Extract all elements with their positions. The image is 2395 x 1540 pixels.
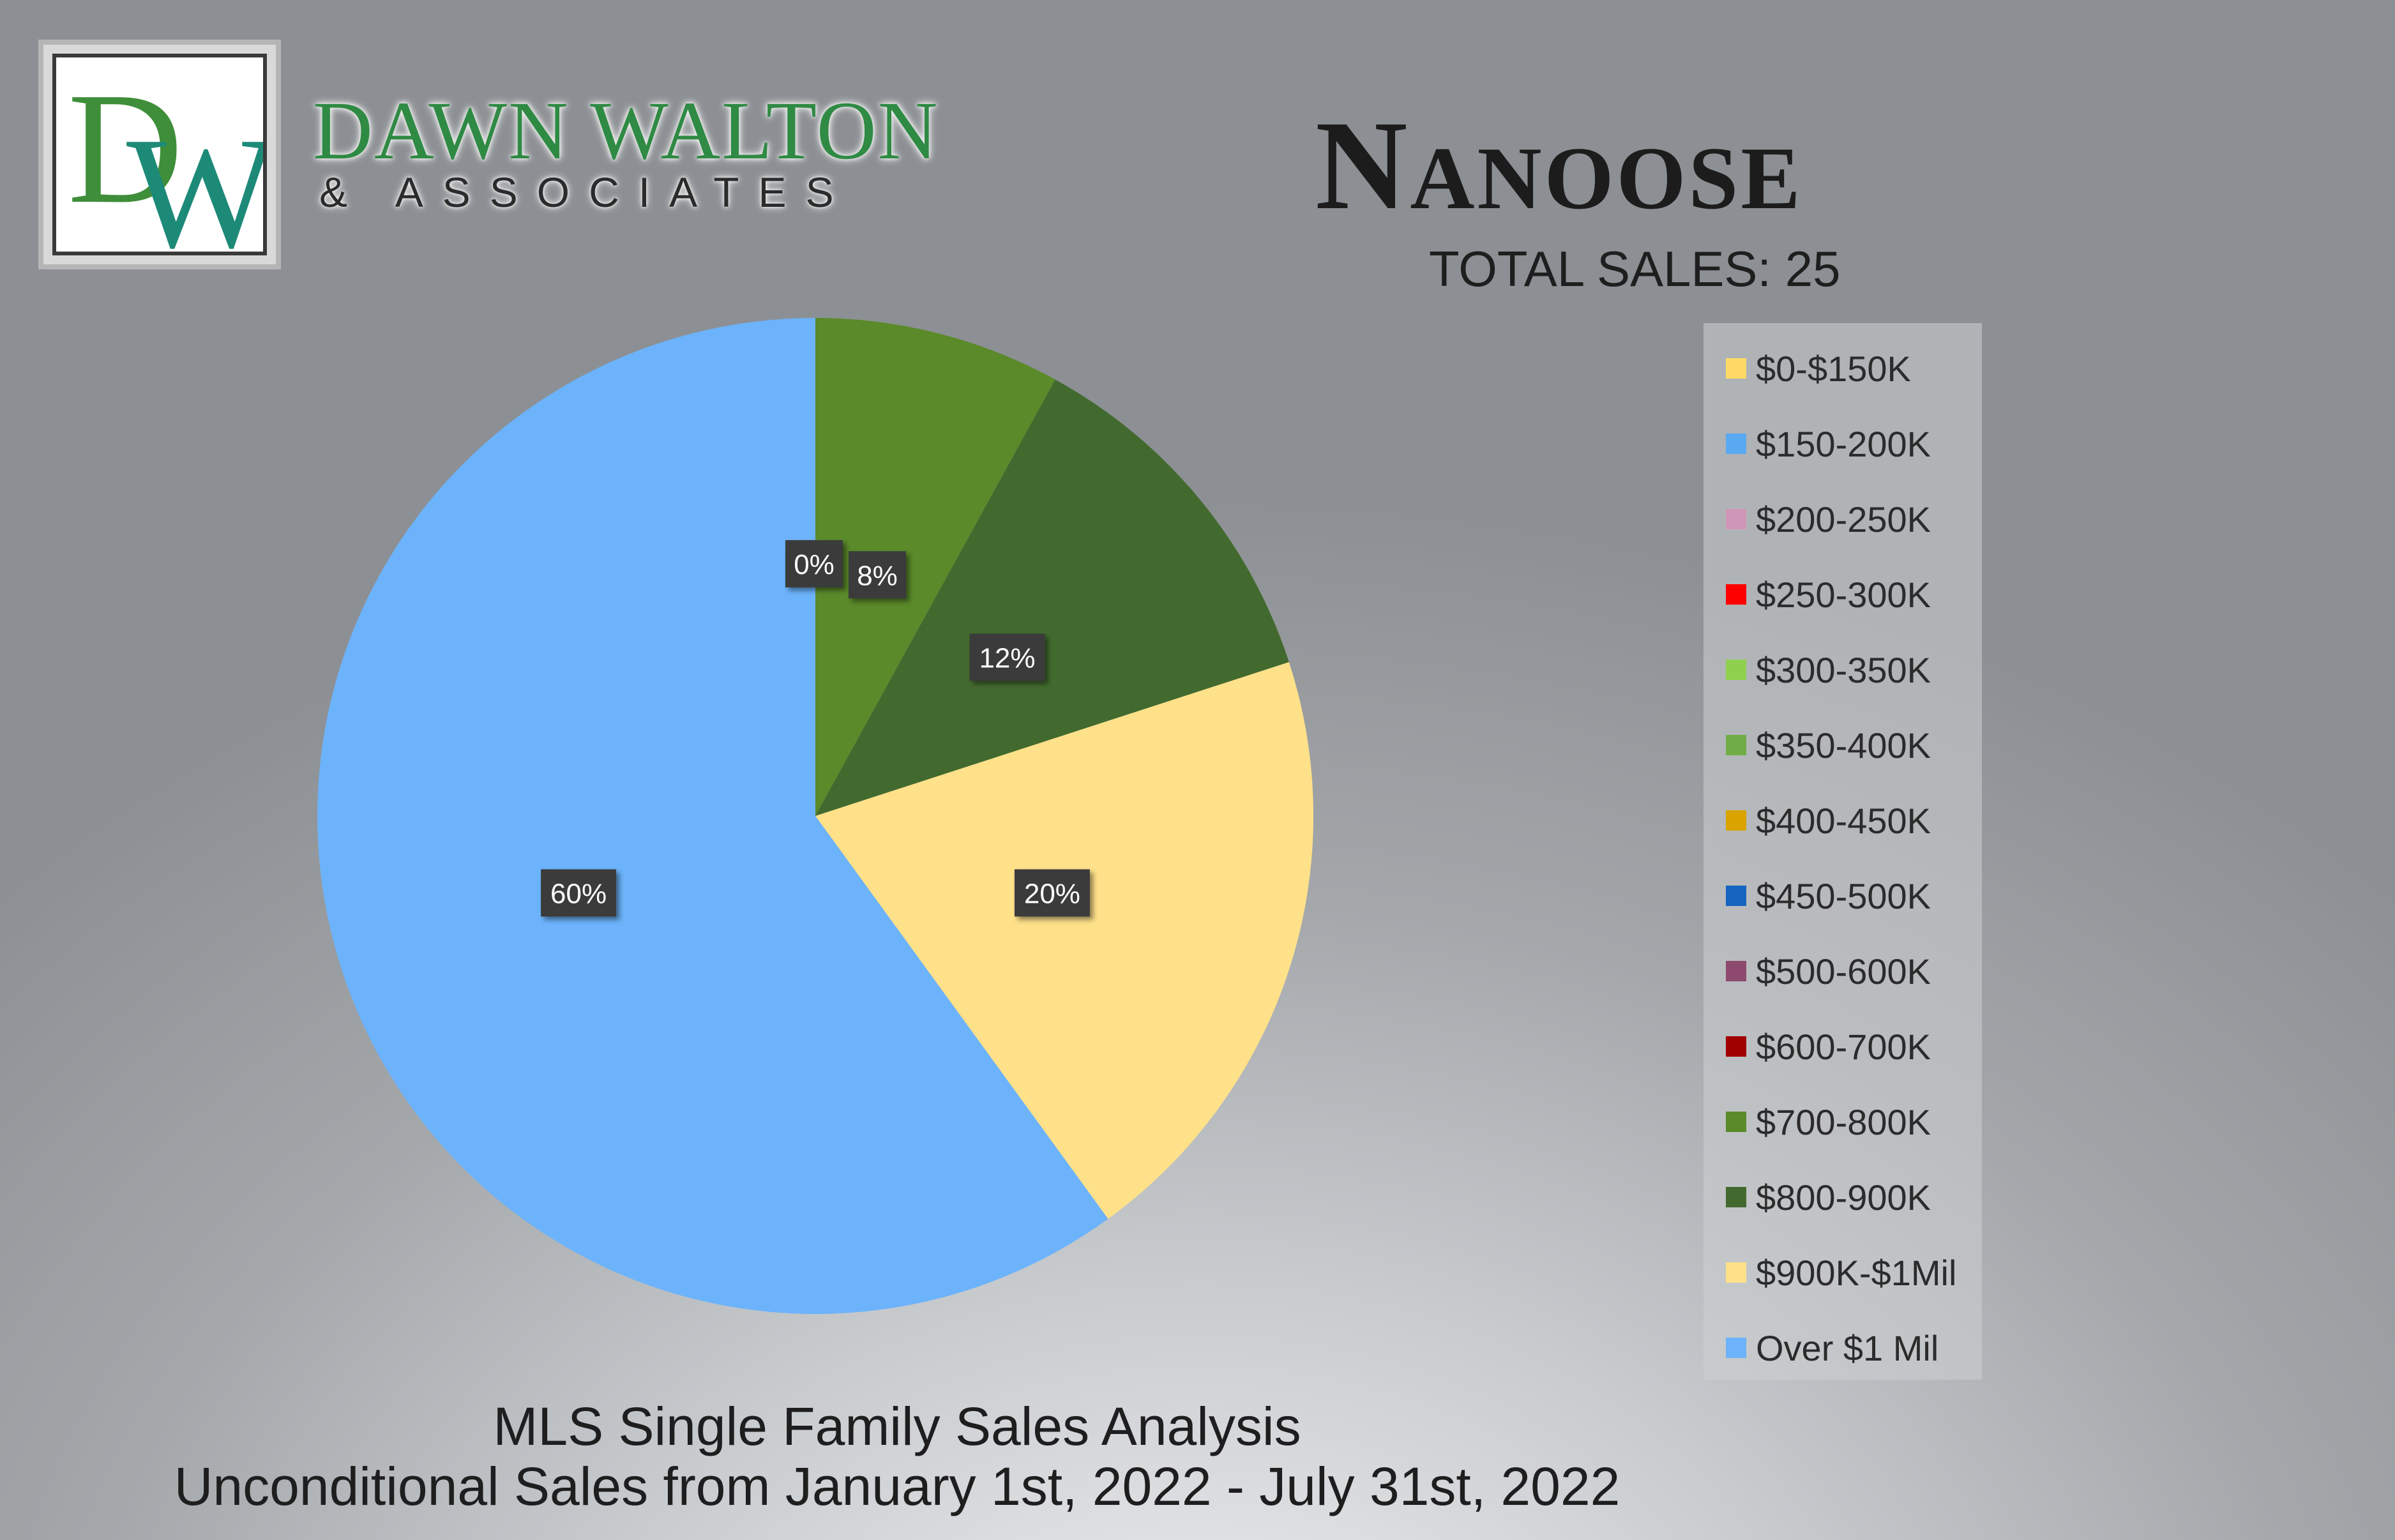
svg-text:60%: 60% xyxy=(550,879,607,910)
legend-label: $800-900K xyxy=(1756,1177,1931,1218)
legend-item: $600-700K xyxy=(1704,1022,1982,1097)
legend-label: $150-200K xyxy=(1756,424,1931,464)
legend-label: $500-600K xyxy=(1756,951,1931,992)
legend-label: $200-250K xyxy=(1756,499,1931,540)
legend-swatch xyxy=(1726,434,1746,454)
legend-swatch xyxy=(1726,886,1746,906)
svg-text:20%: 20% xyxy=(1024,879,1080,910)
legend-label: $700-800K xyxy=(1756,1102,1931,1142)
data-label-9: 0% xyxy=(785,540,843,587)
legend-label: $400-450K xyxy=(1756,801,1931,841)
svg-text:12%: 12% xyxy=(979,642,1035,674)
pie-slice-13 xyxy=(317,318,1108,1314)
logo-letter-d: D xyxy=(68,60,183,237)
footer-title: MLS Single Family Sales Analysis xyxy=(493,1396,1301,1456)
legend-swatch xyxy=(1726,1338,1746,1358)
legend-label: $450-500K xyxy=(1756,876,1931,916)
legend-swatch xyxy=(1726,1036,1746,1057)
legend-label: $600-700K xyxy=(1756,1027,1931,1067)
chart-legend: $0-$150K $150-200K $200-250K $250-300K $300-… xyxy=(1704,323,1982,1380)
data-label-10: 8% xyxy=(848,551,906,599)
legend-item: $400-450K xyxy=(1704,796,1982,871)
legend-label: Over $1 Mil xyxy=(1756,1328,1939,1368)
data-label-12: 20% xyxy=(1014,869,1090,917)
legend-swatch xyxy=(1726,735,1746,755)
brand-subtitle: & ASSOCIATES xyxy=(319,169,853,216)
legend-item: $200-250K xyxy=(1704,494,1982,570)
legend-swatch xyxy=(1726,509,1746,529)
legend-label: $0-$150K xyxy=(1756,349,1911,389)
legend-label: $250-300K xyxy=(1756,575,1931,615)
logo-frame: D W xyxy=(38,40,281,269)
page-title: Nanoose xyxy=(1315,95,1803,236)
legend-item: $700-800K xyxy=(1704,1097,1982,1172)
legend-swatch xyxy=(1726,358,1746,379)
legend-item: $300-350K xyxy=(1704,645,1982,720)
total-sales: TOTAL SALES: 25 xyxy=(1429,241,1841,297)
pie-slice-11 xyxy=(815,379,1289,816)
logo-letter-w: W xyxy=(126,105,267,255)
svg-text:8%: 8% xyxy=(857,560,898,591)
legend-item: Over $1 Mil xyxy=(1704,1323,1982,1398)
legend-swatch xyxy=(1726,660,1746,680)
legend-label: $900K-$1Mil xyxy=(1756,1253,1957,1293)
legend-swatch xyxy=(1726,961,1746,981)
legend-swatch xyxy=(1726,810,1746,831)
legend-swatch xyxy=(1726,1112,1746,1132)
brand-name: DAWN WALTON xyxy=(313,85,939,177)
legend-item: $450-500K xyxy=(1704,871,1982,946)
legend-item: $900K-$1Mil xyxy=(1704,1248,1982,1323)
legend-item: $500-600K xyxy=(1704,946,1982,1022)
pie-slice-12 xyxy=(815,661,1313,1219)
svg-text:0%: 0% xyxy=(794,549,835,580)
legend-item: $350-400K xyxy=(1704,720,1982,796)
data-label-13: 60% xyxy=(541,869,617,917)
footer-date-range: Unconditional Sales from January 1st, 20… xyxy=(174,1456,1621,1516)
legend-item: $150-200K xyxy=(1704,419,1982,494)
legend-swatch xyxy=(1726,584,1746,605)
pie-slice-10 xyxy=(815,318,1055,816)
data-label-11: 12% xyxy=(969,633,1045,681)
legend-swatch xyxy=(1726,1187,1746,1207)
legend-item: $0-$150K xyxy=(1704,343,1982,419)
legend-label: $300-350K xyxy=(1756,650,1931,690)
legend-item: $250-300K xyxy=(1704,570,1982,645)
legend-label: $350-400K xyxy=(1756,725,1931,766)
logo-monogram: D W xyxy=(52,54,267,255)
legend-item: $800-900K xyxy=(1704,1172,1982,1248)
legend-swatch xyxy=(1726,1262,1746,1283)
